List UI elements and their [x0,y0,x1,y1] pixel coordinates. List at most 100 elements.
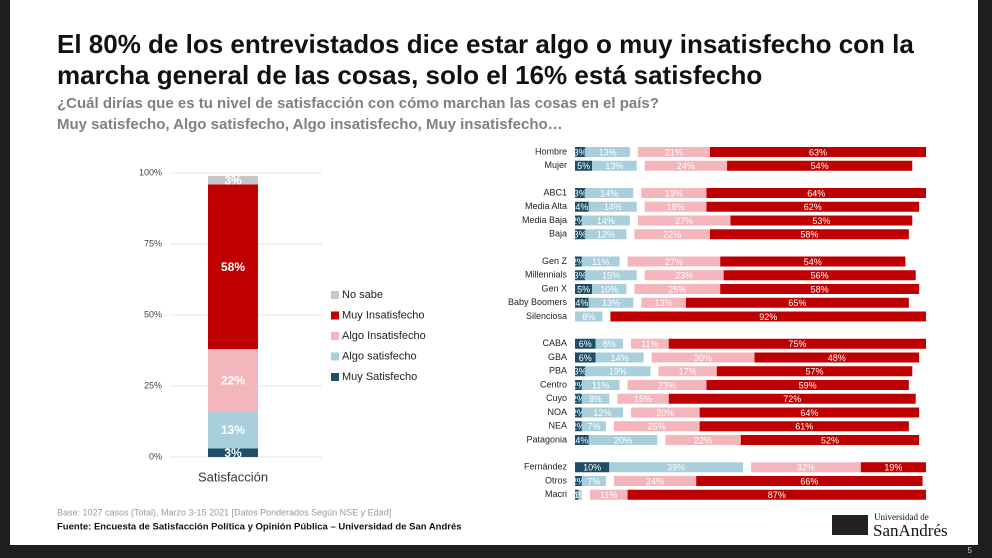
value-label: 20% [614,435,632,445]
value-label: 4% [575,202,588,212]
value-label: 24% [646,476,664,486]
bar-segment [631,338,669,349]
bar-segment [613,476,697,486]
bar-segment [627,256,721,267]
value-label: 5% [577,284,590,294]
bar-segment [644,201,707,212]
bar-segment [720,284,920,294]
value-label: 14% [611,353,629,363]
bar-segment [658,366,717,377]
bar-segment [585,366,651,377]
value-label: 10% [583,463,601,473]
bar-segment [208,448,258,457]
legend-swatch [331,352,339,361]
bar-segment [575,421,582,432]
legend-swatch [331,291,339,299]
bar-segment [595,338,624,349]
bar-segment [665,435,741,445]
bar-segment [575,270,586,281]
y-tick-label: Hombre [535,146,567,156]
bar-segment [575,407,582,418]
bar-segment [637,215,731,226]
bar-segment [706,201,920,212]
value-label: 56% [811,271,829,281]
bar-segment [610,311,926,322]
value-label: 3% [574,230,587,240]
bar-segment [581,393,610,404]
bar-segment [575,215,582,226]
value-label: 32% [797,463,815,473]
value-label: 13% [605,161,623,171]
value-label: 2% [572,408,585,418]
value-label: 3% [574,271,587,281]
bar-segment [723,270,916,281]
bar-segment [592,284,627,294]
logo-text: SanAndrés [873,521,948,540]
bar-segment [578,489,582,500]
bar-segment [699,421,909,432]
bar-segment [585,229,627,240]
value-label: 7% [587,422,600,432]
bar-segment [581,476,606,486]
value-label: 11% [641,339,658,349]
bar-segment [588,297,634,308]
bar-segment [575,201,589,212]
bar-segment [699,407,920,418]
subtitle-line: ¿Cuál dirías que es tu nivel de satisfac… [57,95,659,112]
subtitle-line: Muy satisfecho, Algo satisfecho, Algo in… [57,116,563,133]
value-label: 2% [572,216,585,226]
bar-segment [631,407,700,418]
value-label: 25% [668,284,686,294]
value-label: 92% [759,312,777,322]
value-label: 58% [221,260,245,274]
logo-text: Universidad de [874,512,929,522]
bar-segment [706,380,909,390]
bar-segment [575,256,582,267]
bar-segment [581,380,620,390]
value-label: 4% [575,298,588,308]
bar-segment [651,352,755,363]
y-tick-label: Baby Boomers [508,297,568,307]
value-label: 22% [221,373,245,387]
y-tick-label: ABC1 [543,187,567,197]
bar-segment [641,188,707,198]
y-tick-label: Macri [545,489,567,499]
bar-segment [575,338,596,349]
bar-segment [696,476,923,486]
bar-segment [634,229,710,240]
bar-segment [637,147,710,157]
bar-segment [641,297,686,308]
bar-segment [575,476,582,486]
value-label: 13% [221,423,245,437]
value-label: 11% [592,257,609,267]
footnote: Base: 1027 casos (Total), Marzo 3-15 202… [57,507,391,517]
value-label: 39% [667,463,685,473]
legend-swatch [331,373,339,381]
value-label: 13% [655,298,673,308]
bar-segment [716,366,913,377]
y-tick-label: 100% [139,167,162,177]
y-tick-label: PBA [549,366,567,376]
value-label: 8% [603,339,616,349]
value-label: 19% [884,463,902,473]
y-tick-label: Otros [545,475,568,485]
x-tick-label: Satisfacción [198,469,268,484]
y-tick-label: Media Baja [522,215,567,225]
bar-segment [685,297,909,308]
value-label: 2% [572,380,585,390]
value-label: 75% [788,339,806,349]
value-label: 61% [795,422,813,432]
bar-segment [575,284,593,294]
value-label: 22% [694,435,712,445]
y-tick-label: 50% [144,309,162,319]
bar-segment [575,435,589,445]
value-label: 59% [799,380,817,390]
y-tick-label: Gen Z [542,256,568,266]
value-label: 8% [582,312,595,322]
y-tick-label: Media Alta [525,201,567,211]
y-tick-label: Mujer [544,160,567,170]
value-label: 2% [572,476,585,486]
y-tick-label: 75% [144,238,162,248]
y-tick-label: NEA [548,421,567,431]
bar-segment [581,407,624,418]
